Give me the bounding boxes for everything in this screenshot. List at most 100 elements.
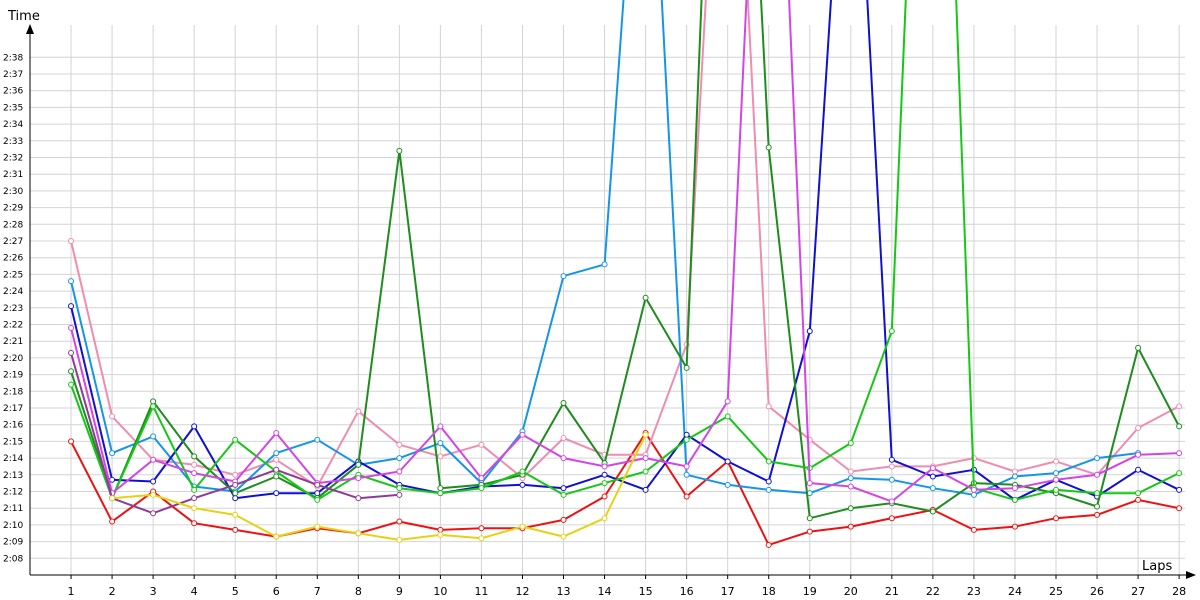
data-point xyxy=(150,510,157,517)
data-point xyxy=(970,526,977,533)
y-tick-label: 2:11 xyxy=(3,504,23,514)
y-tick-label: 2:14 xyxy=(3,454,23,464)
data-point xyxy=(150,433,157,440)
data-point xyxy=(560,399,567,406)
data-point xyxy=(478,475,485,482)
data-point xyxy=(724,413,731,420)
data-point xyxy=(560,491,567,498)
y-tick-label: 2:16 xyxy=(3,421,23,431)
data-point xyxy=(847,505,854,512)
data-point xyxy=(724,398,731,405)
data-point xyxy=(191,423,198,430)
series-line xyxy=(70,0,1180,503)
y-tick-label: 2:21 xyxy=(3,337,23,347)
data-point xyxy=(314,523,321,530)
x-tick-label: 15 xyxy=(639,585,653,598)
x-tick-label: 7 xyxy=(314,585,321,598)
x-tick-labels: 1 2 3 4 5 6 7 8 9 10 11 12 13 14 15 16 17 18 19 20 21 22 23 24 2… xyxy=(68,585,1187,598)
data-point xyxy=(1053,515,1059,522)
data-point xyxy=(1053,458,1059,465)
data-point xyxy=(355,475,362,482)
data-point xyxy=(1011,523,1018,530)
data-point xyxy=(478,441,485,448)
data-point xyxy=(601,261,608,268)
data-point xyxy=(888,498,895,505)
data-point xyxy=(150,398,157,405)
data-point xyxy=(1135,451,1142,458)
y-tick-label: 2:37 xyxy=(3,70,23,80)
data-point xyxy=(478,535,485,542)
data-point xyxy=(683,493,690,500)
data-point xyxy=(232,436,239,443)
data-point xyxy=(314,481,321,488)
x-tick-label: 12 xyxy=(515,585,529,598)
data-point xyxy=(437,423,444,430)
data-point xyxy=(765,541,772,548)
data-point xyxy=(232,511,239,518)
data-point xyxy=(847,440,854,447)
x-tick-label: 18 xyxy=(762,585,776,598)
data-point xyxy=(396,441,403,448)
y-tick-label: 2:10 xyxy=(3,521,23,531)
x-tick-label: 17 xyxy=(721,585,735,598)
x-tick-label: 5 xyxy=(232,585,239,598)
data-point xyxy=(683,463,690,470)
data-point xyxy=(642,486,649,493)
data-point xyxy=(1176,486,1183,493)
data-point xyxy=(1094,471,1101,478)
series-lines xyxy=(68,0,1183,548)
data-point xyxy=(109,518,116,525)
y-tick-label: 2:27 xyxy=(3,237,23,247)
data-point xyxy=(1053,476,1059,483)
data-point xyxy=(601,480,608,487)
data-point xyxy=(232,495,239,502)
y-tick-label: 2:32 xyxy=(3,154,23,164)
data-point xyxy=(437,485,444,492)
y-tick-label: 2:18 xyxy=(3,387,23,397)
data-point xyxy=(519,431,526,438)
data-point xyxy=(1011,496,1018,503)
y-tick-label: 2:35 xyxy=(3,103,23,113)
data-point xyxy=(765,458,772,465)
data-point xyxy=(1135,425,1142,432)
x-tick-label: 26 xyxy=(1090,585,1104,598)
y-tick-label: 2:25 xyxy=(3,270,23,280)
data-point xyxy=(1094,511,1101,518)
data-point xyxy=(1176,423,1183,430)
data-point xyxy=(888,456,895,463)
data-point xyxy=(1176,505,1183,512)
data-point xyxy=(1011,485,1018,492)
y-tick-label: 2:34 xyxy=(3,120,23,130)
y-tick-labels: 2:08 2:09 2:10 2:11 2:12 2:13 2:14 2:15 2:16 2:17… xyxy=(3,53,23,564)
x-tick-label: 27 xyxy=(1131,585,1145,598)
y-tick-label: 2:38 xyxy=(3,53,23,63)
y-axis-arrow xyxy=(26,24,34,34)
x-tick-label: 9 xyxy=(396,585,403,598)
data-point xyxy=(1135,490,1142,497)
y-tick-label: 2:23 xyxy=(3,304,23,314)
data-point xyxy=(68,438,75,445)
data-point xyxy=(478,485,485,492)
data-point xyxy=(191,486,198,493)
data-point xyxy=(68,303,75,310)
data-point xyxy=(232,526,239,533)
data-point xyxy=(601,471,608,478)
data-point xyxy=(355,408,362,415)
data-point xyxy=(806,328,813,335)
data-point xyxy=(437,440,444,447)
data-point xyxy=(560,516,567,523)
data-point xyxy=(642,455,649,462)
data-point xyxy=(1135,466,1142,473)
y-tick-label: 2:31 xyxy=(3,170,23,180)
data-point xyxy=(642,294,649,301)
data-point xyxy=(396,485,403,492)
data-point xyxy=(724,481,731,488)
data-point xyxy=(191,505,198,512)
data-point xyxy=(888,515,895,522)
x-tick-label: 25 xyxy=(1049,585,1063,598)
x-tick-label: 3 xyxy=(150,585,157,598)
x-tick-label: 11 xyxy=(474,585,488,598)
x-tick-label: 16 xyxy=(680,585,694,598)
y-tick-label: 2:28 xyxy=(3,220,23,230)
